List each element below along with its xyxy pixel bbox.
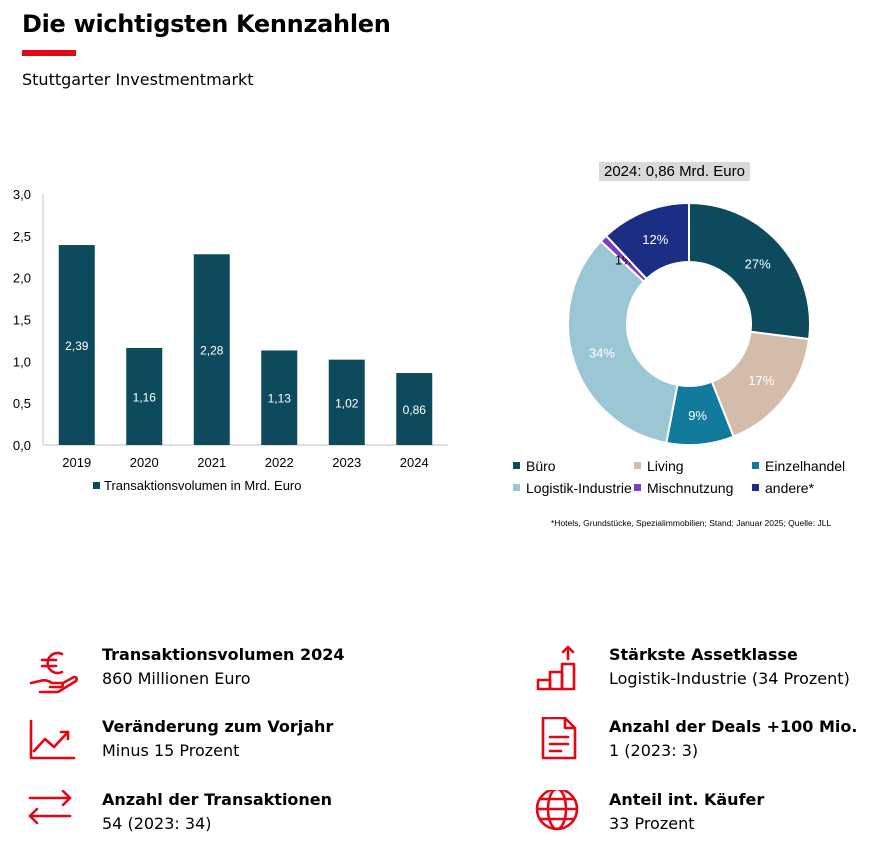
title-accent-bar (22, 50, 76, 56)
bar-data-label: 1,16 (133, 390, 157, 404)
kpi-value: 1 (2023: 3) (609, 741, 699, 760)
legend-label: Transaktionsvolumen in Mrd. Euro (104, 478, 302, 493)
legend-label: andere* (765, 480, 815, 496)
legend-swatch (634, 484, 641, 491)
bar-data-label: 2,39 (65, 339, 89, 353)
bar-data-label: 1,02 (335, 396, 359, 410)
y-tick-label: 1,0 (13, 354, 31, 369)
kpi-title: Anzahl der Deals +100 Mio. (609, 717, 858, 736)
kpi-title: Anzahl der Transaktionen (102, 790, 333, 809)
x-tick-label: 2024 (400, 455, 429, 470)
legend-swatch (634, 462, 641, 469)
donut-slice (604, 201, 690, 281)
x-tick-label: 2020 (130, 455, 159, 470)
kpi-value: Logistik-Industrie (34 Prozent) (609, 669, 850, 688)
bar-data-label: 1,13 (268, 392, 292, 406)
bar-data-label: 0,86 (403, 403, 427, 417)
legend-label: Büro (526, 458, 556, 474)
kpi-value: 54 (2023: 34) (102, 814, 212, 833)
legend-item: Mischnutzung (634, 480, 733, 496)
legend-item: Büro (513, 458, 556, 474)
y-tick-label: 0,5 (13, 396, 31, 411)
legend-swatch (513, 484, 520, 491)
x-tick-label: 2019 (62, 455, 91, 470)
exchange-arrows-icon (28, 790, 72, 825)
kpi-title: Veränderung zum Vorjahr (102, 717, 334, 736)
bar (328, 359, 365, 445)
euro-hand-icon (29, 651, 78, 694)
kpi-title: Transaktionsvolumen 2024 (102, 645, 345, 664)
bar-steps-icon (536, 645, 576, 691)
bar-chart: 0,0 0,5 1,0 1,5 2,0 2,5 3,0 2,39 2019 1,16 2020 2,2… (13, 187, 448, 493)
kpi-value: 860 Millionen Euro (102, 669, 251, 688)
document-icon (541, 717, 577, 760)
slice-label: 27% (745, 256, 771, 271)
legend-label: Mischnutzung (647, 480, 734, 496)
legend-swatch (513, 462, 520, 469)
y-tick-label: 1,5 (13, 313, 31, 328)
slice-label: 17% (748, 373, 774, 388)
slice-label: 9% (688, 408, 707, 423)
trend-chart-icon (29, 719, 76, 760)
y-tick-label: 2,5 (13, 229, 31, 244)
bar (58, 245, 95, 445)
legend-item: Einzelhandel (752, 458, 845, 474)
legend-swatch (93, 482, 100, 489)
donut-slice (567, 239, 679, 445)
bar-data-label: 2,28 (200, 344, 224, 358)
kpi-value: 33 Prozent (609, 814, 695, 833)
donut-chart-title: 2024: 0,86 Mrd. Euro (599, 162, 750, 181)
x-tick-label: 2021 (197, 455, 226, 470)
slice-label: 34% (589, 345, 615, 360)
legend-swatch (752, 484, 759, 491)
legend-label: Living (647, 458, 684, 474)
legend-item: andere* (752, 480, 814, 496)
bar (193, 254, 230, 445)
legend-swatch (752, 462, 759, 469)
y-tick-label: 2,0 (13, 271, 31, 286)
slice-label: 12% (642, 232, 668, 247)
page-subtitle: Stuttgarter Investmentmarkt (22, 70, 254, 89)
legend-label: Logistik-Industrie (526, 480, 632, 496)
x-tick-label: 2022 (265, 455, 294, 470)
legend-item: Living (634, 458, 684, 474)
page-title: Die wichtigsten Kennzahlen (22, 10, 391, 38)
bar (261, 350, 298, 445)
legend-item: Logistik-Industrie (513, 480, 632, 496)
donut-chart: 27%17%9%34%1%12% (567, 201, 811, 446)
x-tick-label: 2023 (332, 455, 361, 470)
globe-icon (535, 790, 579, 831)
kpi-title: Stärkste Assetklasse (609, 645, 798, 664)
kpi-title: Anteil int. Käufer (609, 790, 765, 809)
y-tick-label: 3,0 (13, 187, 31, 202)
donut-slice (688, 201, 811, 341)
bar (396, 373, 433, 445)
legend-label: Einzelhandel (765, 458, 846, 474)
y-tick-label: 0,0 (13, 438, 31, 453)
bar (126, 347, 163, 445)
chart-footnote: *Hotels, Grundstücke, Spezialimmobilien;… (551, 518, 832, 528)
kpi-value: Minus 15 Prozent (102, 741, 240, 760)
